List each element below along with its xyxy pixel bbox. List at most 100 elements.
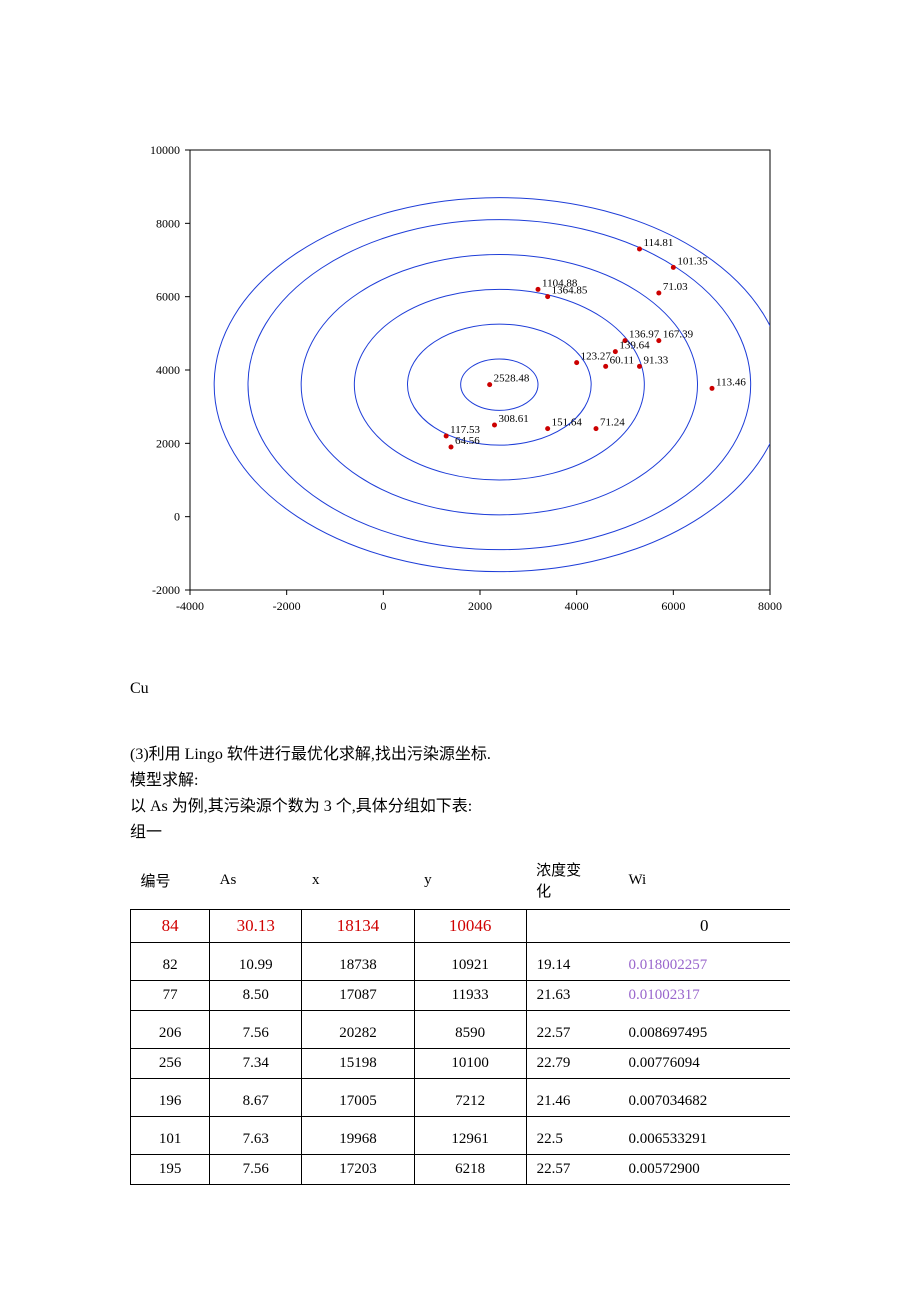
table-cell: 0.00572900 [619,1155,791,1185]
table-cell [526,910,618,943]
table-row: 8210.99187381092119.140.018002257 [131,943,791,981]
table-body: 8430.13181341004608210.99187381092119.14… [131,910,791,1185]
table-cell: 0.00776094 [619,1049,791,1079]
table-cell: 0.018002257 [619,943,791,981]
table-cell: 7.56 [210,1011,302,1049]
table-row: 1017.63199681296122.50.006533291 [131,1117,791,1155]
svg-text:10000: 10000 [150,143,180,157]
svg-text:71.03: 71.03 [663,281,688,293]
table-cell: 22.57 [526,1011,618,1049]
table-cell: 22.5 [526,1117,618,1155]
table-row: 8430.131813410046 0 [131,910,791,943]
table-row: 778.50170871193321.630.01002317 [131,981,791,1011]
svg-text:60.11: 60.11 [610,354,634,366]
table-cell: 7212 [414,1079,526,1117]
svg-text:6000: 6000 [156,290,180,304]
chart-svg: -4000 -2000 0 2000 4000 6000 8000 -2000 0 2000 400… [130,140,790,640]
svg-text:4000: 4000 [565,599,589,613]
table-cell: 18134 [302,910,414,943]
para-2: 模型求解: [130,769,790,793]
table-cell: 101 [131,1117,210,1155]
svg-text:114.81: 114.81 [644,237,674,249]
table-cell: 0.01002317 [619,981,791,1011]
table-cell: 12961 [414,1117,526,1155]
table-row: 1957.5617203621822.570.00572900 [131,1155,791,1185]
table-row: 1968.6717005721221.460.007034682 [131,1079,791,1117]
col-header: 浓度变化 [526,853,618,910]
svg-text:-2000: -2000 [152,583,180,597]
table-cell: 10.99 [210,943,302,981]
svg-text:2000: 2000 [156,436,180,450]
svg-text:4000: 4000 [156,363,180,377]
table-cell: 17087 [302,981,414,1011]
table-cell: 0.007034682 [619,1079,791,1117]
table-cell: 10046 [414,910,526,943]
table-cell: 0.008697495 [619,1011,791,1049]
svg-text:91.33: 91.33 [644,354,669,366]
table-cell: 82 [131,943,210,981]
table-cell: 18738 [302,943,414,981]
table-cell: 195 [131,1155,210,1185]
svg-text:-2000: -2000 [273,599,301,613]
table-cell: 22.57 [526,1155,618,1185]
table-cell: 6218 [414,1155,526,1185]
svg-text:8000: 8000 [156,216,180,230]
table-cell: 77 [131,981,210,1011]
col-header: 编号 [131,853,210,910]
table-cell: 17203 [302,1155,414,1185]
svg-text:8000: 8000 [758,599,782,613]
table-cell: 10921 [414,943,526,981]
table-cell: 206 [131,1011,210,1049]
para-1: (3)利用 Lingo 软件进行最优化求解,找出污染源坐标. [130,743,790,767]
col-header: As [210,853,302,910]
table-cell: 256 [131,1049,210,1079]
table-cell: 30.13 [210,910,302,943]
table-cell: 7.34 [210,1049,302,1079]
table-cell: 84 [131,910,210,943]
table-cell: 7.63 [210,1117,302,1155]
table-cell: 8.67 [210,1079,302,1117]
table-cell: 7.56 [210,1155,302,1185]
svg-text:101.35: 101.35 [677,255,708,267]
svg-text:123.27: 123.27 [581,351,612,363]
svg-text:0: 0 [174,510,180,524]
table-cell: 17005 [302,1079,414,1117]
table-cell: 21.63 [526,981,618,1011]
contour-chart: -4000 -2000 0 2000 4000 6000 8000 -2000 0 2000 400… [130,140,790,640]
table-cell: 0 [619,910,791,943]
table-cell: 22.79 [526,1049,618,1079]
table-cell: 196 [131,1079,210,1117]
table-cell: 21.46 [526,1079,618,1117]
svg-text:308.61: 308.61 [499,413,529,425]
svg-text:151.64: 151.64 [552,417,583,429]
table-row: 2067.5620282859022.570.008697495 [131,1011,791,1049]
svg-text:2528.48: 2528.48 [494,373,530,385]
table-cell: 8590 [414,1011,526,1049]
svg-text:113.46: 113.46 [716,376,746,388]
table-header-row: 编号Asxy浓度变化Wi [131,853,791,910]
table-row: 2567.34151981010022.790.00776094 [131,1049,791,1079]
svg-text:2000: 2000 [468,599,492,613]
table-cell: 19968 [302,1117,414,1155]
data-table: 编号Asxy浓度变化Wi 8430.13181341004608210.9918… [130,853,790,1185]
table-cell: 19.14 [526,943,618,981]
svg-text:71.24: 71.24 [600,417,625,429]
svg-text:139.64: 139.64 [619,340,650,352]
table-cell: 0.006533291 [619,1117,791,1155]
svg-text:1364.85: 1364.85 [552,285,588,297]
svg-text:167.39: 167.39 [663,329,694,341]
col-header: x [302,853,414,910]
col-header: y [414,853,526,910]
table-cell: 8.50 [210,981,302,1011]
para-4: 组一 [130,821,790,845]
svg-text:6000: 6000 [661,599,685,613]
table-cell: 20282 [302,1011,414,1049]
table-cell: 10100 [414,1049,526,1079]
para-3: 以 As 为例,其污染源个数为 3 个,具体分组如下表: [130,795,790,819]
svg-text:-4000: -4000 [176,599,204,613]
chart-caption: Cu [130,680,790,698]
svg-text:0: 0 [380,599,386,613]
table-cell: 11933 [414,981,526,1011]
body-text: (3)利用 Lingo 软件进行最优化求解,找出污染源坐标. 模型求解: 以 A… [130,743,790,845]
col-header: Wi [619,853,791,910]
